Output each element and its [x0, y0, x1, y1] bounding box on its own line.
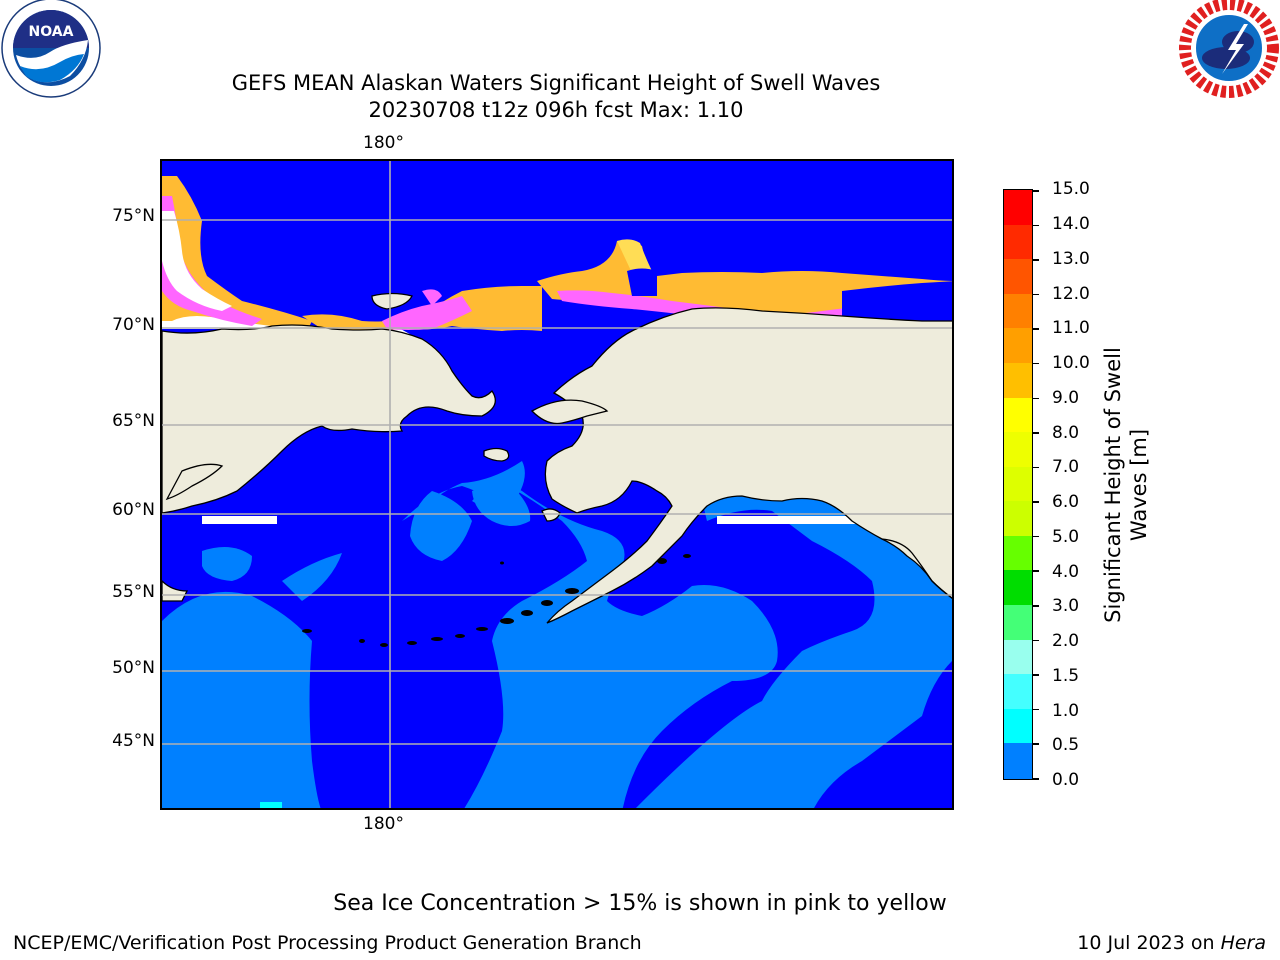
colorbar-segment — [1004, 605, 1032, 641]
colorbar-tick: 7.0 — [1052, 457, 1080, 477]
colorbar-segment — [1004, 674, 1032, 710]
colorbar-tickmark — [1033, 743, 1039, 745]
colorbar-tickmark — [1033, 605, 1039, 607]
swell-0.5-1.0-bering — [410, 491, 472, 561]
nws-logo — [1178, 0, 1280, 100]
coastline-gulf — [881, 538, 952, 599]
colorbar-tick: 14.0 — [1052, 214, 1090, 234]
colorbar-tickmark — [1033, 674, 1039, 676]
colorbar-segment — [1004, 224, 1032, 260]
svg-text:NOAA: NOAA — [29, 24, 74, 40]
lat-label: 55°N — [112, 582, 155, 602]
colorbar-label: Significant Height of Swell Waves [m] — [1100, 315, 1152, 655]
colorbar-tickmark — [1033, 639, 1039, 642]
colorbar-segment — [1004, 708, 1032, 744]
colorbar-segment — [1004, 190, 1032, 226]
aleutian-islands — [302, 554, 691, 647]
colorbar-label-line1: Significant Height of Swell — [1101, 347, 1125, 623]
colorbar-tick: 9.0 — [1052, 388, 1080, 408]
noaa-logo: NOAA — [0, 0, 105, 100]
colorbar-tickmark — [1033, 328, 1039, 330]
lat-label: 50°N — [112, 658, 155, 678]
colorbar-segment — [1004, 432, 1032, 468]
swell-height-map — [160, 159, 954, 810]
colorbar-tickmark — [1033, 570, 1039, 572]
colorbar-tickmark — [1033, 432, 1039, 434]
colorbar-segment — [1004, 743, 1032, 779]
lat-label: 70°N — [112, 315, 155, 335]
colorbar-tick: 3.0 — [1052, 596, 1080, 616]
footer-date-text: 10 Jul 2023 on — [1077, 932, 1221, 954]
colorbar-segment — [1004, 466, 1032, 502]
map-svg — [162, 161, 952, 808]
footer-host: Hera — [1220, 932, 1266, 954]
colorbar-tick: 5.0 — [1052, 527, 1080, 547]
colorbar-tick: 13.0 — [1052, 249, 1090, 269]
colorbar-tickmark — [1033, 778, 1039, 780]
colorbar-tick: 11.0 — [1052, 318, 1090, 338]
colorbar-tickmark — [1033, 708, 1039, 711]
colorbar-tick: 15.0 — [1052, 179, 1090, 199]
colorbar-tick: 2.0 — [1052, 631, 1080, 651]
colorbar-segment — [1004, 397, 1032, 433]
lat-label: 45°N — [112, 731, 155, 751]
lon-label-top: 180° — [363, 133, 404, 153]
colorbar-segment — [1004, 328, 1032, 364]
swell-1.0-1.5-spot — [260, 802, 282, 808]
colorbar-segment — [1004, 535, 1032, 572]
colorbar-tickmark — [1033, 190, 1039, 192]
lat-label: 60°N — [112, 500, 155, 520]
colorbar-tickmark — [1033, 466, 1039, 469]
colorbar-segment — [1004, 293, 1032, 329]
colorbar-tickmark — [1033, 224, 1039, 227]
colorbar-tickmark — [1033, 259, 1039, 261]
footer-date: 10 Jul 2023 on Hera — [1077, 932, 1266, 954]
colorbar-tick: 6.0 — [1052, 492, 1080, 512]
lon-label-bottom: 180° — [363, 814, 404, 834]
colorbar-segment — [1004, 259, 1032, 295]
colorbar-segment — [1004, 639, 1032, 675]
graticule — [162, 161, 952, 808]
chart-subtitle: 20230708 t12z 096h fcst Max: 1.10 — [368, 98, 744, 122]
lat-label: 65°N — [112, 411, 155, 431]
chart-title: GEFS MEAN Alaskan Waters Significant Hei… — [231, 71, 881, 95]
land — [162, 292, 952, 624]
colorbar-tick: 0.0 — [1052, 770, 1080, 790]
colorbar-tickmark — [1033, 293, 1039, 296]
colorbar-tickmark — [1033, 501, 1039, 503]
sea-ice-concentration — [162, 176, 952, 351]
colorbar-tickmark — [1033, 362, 1039, 365]
colorbar-tick: 8.0 — [1052, 423, 1080, 443]
colorbar-tick: 1.0 — [1052, 701, 1080, 721]
colorbar-tick: 10.0 — [1052, 353, 1090, 373]
colorbar-label-line2: Waves [m] — [1127, 428, 1151, 542]
colorbar-segment — [1004, 570, 1032, 606]
sea-ice-note: Sea Ice Concentration > 15% is shown in … — [333, 891, 947, 916]
colorbar-tickmark — [1033, 535, 1039, 538]
footer-credit: NCEP/EMC/Verification Post Processing Pr… — [13, 932, 642, 954]
colorbar-tick: 0.5 — [1052, 735, 1080, 755]
colorbar-tick: 1.5 — [1052, 666, 1080, 686]
colorbar-segment — [1004, 501, 1032, 537]
colorbar-tick: 4.0 — [1052, 562, 1080, 582]
lat-label: 75°N — [112, 206, 155, 226]
colorbar-segment — [1004, 362, 1032, 399]
colorbar — [1003, 189, 1033, 780]
colorbar-tickmark — [1033, 397, 1039, 400]
colorbar-tick: 12.0 — [1052, 284, 1090, 304]
